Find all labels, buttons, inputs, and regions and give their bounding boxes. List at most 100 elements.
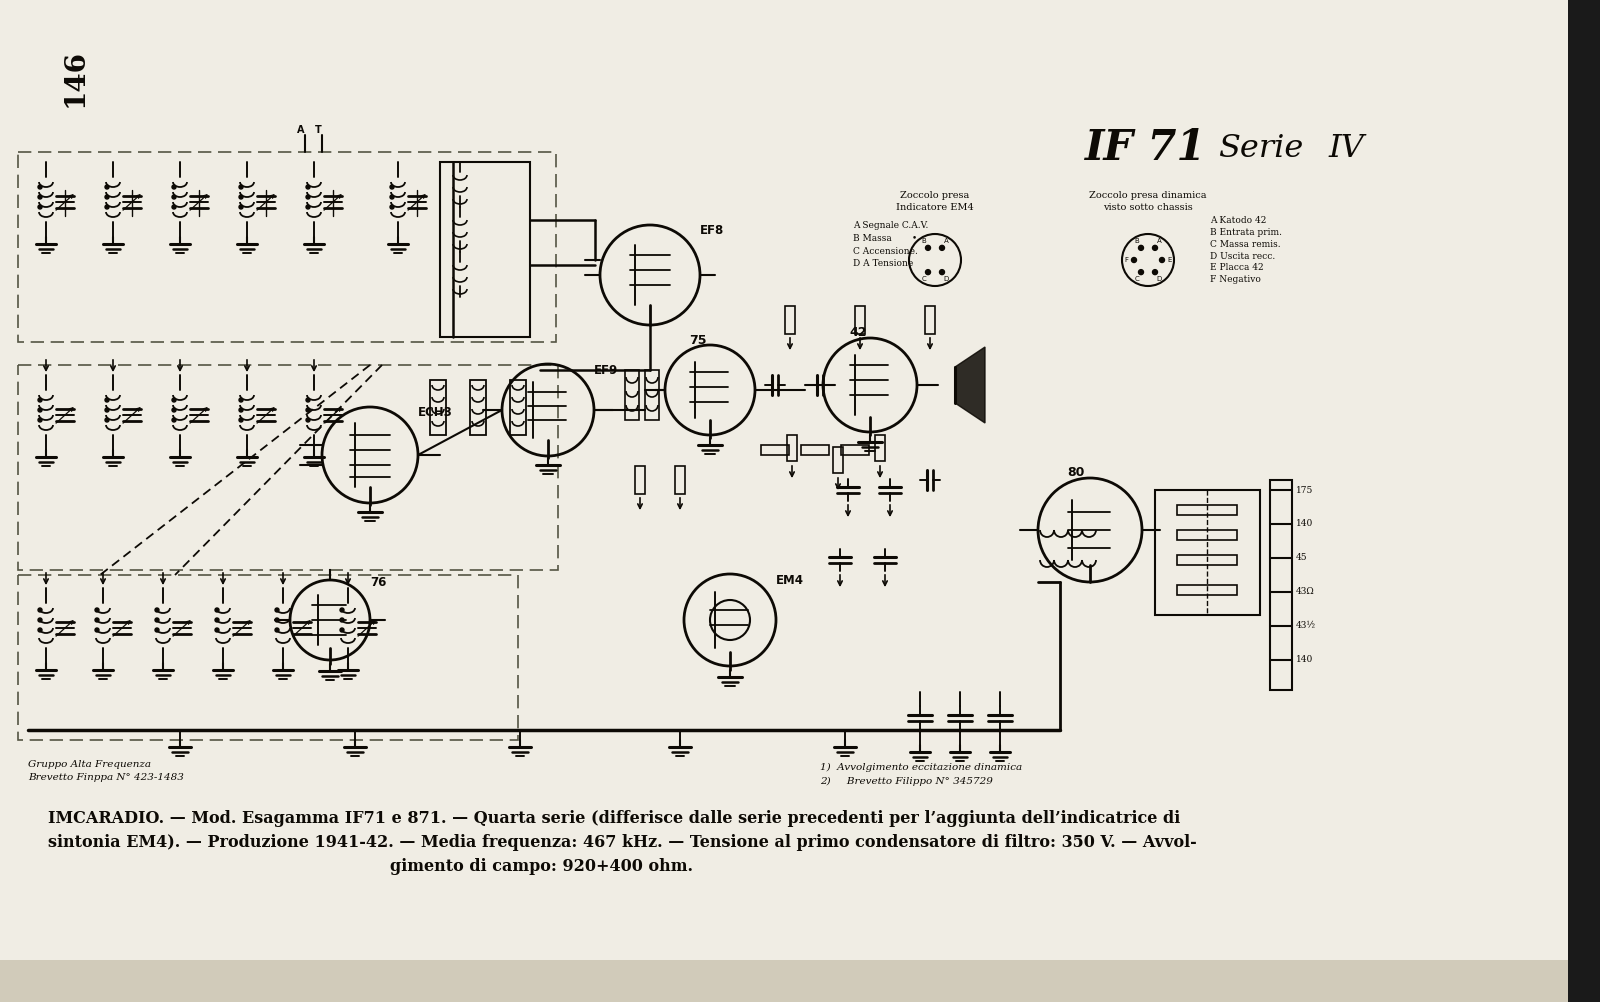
Circle shape (94, 618, 99, 622)
Circle shape (1160, 258, 1165, 263)
Bar (762, 445, 789, 455)
Text: 140: 140 (1296, 655, 1314, 664)
Circle shape (106, 408, 109, 412)
Text: EF8: EF8 (701, 223, 725, 236)
Circle shape (214, 628, 219, 632)
Circle shape (173, 418, 176, 422)
Text: E: E (1168, 257, 1173, 263)
Text: 140: 140 (1296, 519, 1314, 528)
Circle shape (94, 608, 99, 612)
Circle shape (238, 408, 243, 412)
Circle shape (38, 608, 42, 612)
Circle shape (1152, 245, 1157, 250)
Text: gimento di campo: 920+400 ohm.: gimento di campo: 920+400 ohm. (390, 858, 693, 875)
Circle shape (238, 398, 243, 402)
Circle shape (306, 185, 310, 189)
Bar (1178, 530, 1237, 540)
Text: A: A (944, 237, 949, 243)
Text: D Uscita recc.: D Uscita recc. (1210, 252, 1275, 261)
Text: F: F (1123, 257, 1128, 263)
Text: 75: 75 (690, 334, 707, 347)
Text: IF 71: IF 71 (1085, 127, 1206, 169)
Circle shape (339, 618, 344, 622)
Circle shape (390, 185, 394, 189)
Text: D: D (944, 277, 949, 282)
Text: IMCARADIO. — Mod. Esagamma IF71 e 871. — Quarta serie (differisce dalle serie pr: IMCARADIO. — Mod. Esagamma IF71 e 871. —… (48, 810, 1181, 827)
Bar (645, 370, 659, 420)
Bar (802, 445, 829, 455)
Circle shape (306, 418, 310, 422)
Circle shape (275, 618, 278, 622)
Bar (786, 306, 795, 334)
Text: C Massa remis.: C Massa remis. (1210, 239, 1280, 248)
Text: E Placca 42: E Placca 42 (1210, 264, 1264, 273)
Circle shape (925, 245, 931, 250)
Text: A Segnale C.A.V.: A Segnale C.A.V. (853, 220, 928, 229)
Text: B: B (922, 237, 926, 243)
Bar (1155, 490, 1261, 615)
Text: A: A (1157, 237, 1162, 243)
Circle shape (106, 205, 109, 209)
Circle shape (939, 270, 944, 275)
Bar (1178, 505, 1237, 515)
Circle shape (155, 608, 158, 612)
Circle shape (106, 398, 109, 402)
Circle shape (173, 205, 176, 209)
Text: 76: 76 (370, 575, 386, 588)
Text: sintonia EM4). — Produzione 1941-42. — Media frequenza: 467 kHz. — Tensione al p: sintonia EM4). — Produzione 1941-42. — M… (48, 834, 1197, 851)
Circle shape (339, 608, 344, 612)
Text: visto sotto chassis: visto sotto chassis (1102, 202, 1194, 211)
Text: 43½: 43½ (1296, 621, 1317, 630)
Text: B Massa       •: B Massa • (853, 233, 917, 242)
Text: 175: 175 (1296, 486, 1314, 495)
Text: B: B (1134, 237, 1139, 243)
Text: Zoccolo presa dinamica: Zoccolo presa dinamica (1090, 190, 1206, 199)
Circle shape (1139, 270, 1144, 275)
Circle shape (238, 195, 243, 199)
Text: 146: 146 (61, 49, 88, 107)
Bar (842, 445, 869, 455)
Bar (1568, 0, 1600, 1002)
Circle shape (38, 185, 42, 189)
Text: A Katodo 42: A Katodo 42 (1210, 215, 1266, 224)
Bar (626, 370, 638, 420)
Bar (18, 365, 558, 570)
Circle shape (173, 195, 176, 199)
Circle shape (38, 408, 42, 412)
Circle shape (306, 205, 310, 209)
Text: C: C (1134, 277, 1139, 282)
Circle shape (38, 618, 42, 622)
Circle shape (306, 195, 310, 199)
Bar (854, 306, 866, 334)
Circle shape (106, 418, 109, 422)
Text: Indicatore EM4: Indicatore EM4 (896, 202, 974, 211)
Circle shape (306, 408, 310, 412)
Bar (440, 162, 530, 337)
Bar (0, 960, 1568, 1002)
Bar (635, 466, 645, 494)
Text: 43Ω: 43Ω (1296, 587, 1315, 596)
Bar (834, 447, 843, 473)
Circle shape (1131, 258, 1136, 263)
Circle shape (106, 195, 109, 199)
Text: Gruppo Alta Frequenza
Brevetto Finppa N° 423-1483: Gruppo Alta Frequenza Brevetto Finppa N°… (29, 760, 184, 783)
Polygon shape (955, 347, 986, 423)
Text: IV: IV (1328, 132, 1363, 163)
Circle shape (94, 628, 99, 632)
Bar (925, 306, 934, 334)
Circle shape (390, 195, 394, 199)
Text: C: C (922, 277, 926, 282)
Text: T: T (315, 125, 322, 135)
Circle shape (155, 628, 158, 632)
Circle shape (390, 205, 394, 209)
Text: F Negativo: F Negativo (1210, 276, 1261, 285)
Bar (875, 435, 885, 461)
Circle shape (275, 608, 278, 612)
Bar (787, 435, 797, 461)
Circle shape (173, 185, 176, 189)
Circle shape (925, 270, 931, 275)
Circle shape (939, 245, 944, 250)
Circle shape (214, 618, 219, 622)
Circle shape (155, 618, 158, 622)
Bar (1178, 585, 1237, 595)
